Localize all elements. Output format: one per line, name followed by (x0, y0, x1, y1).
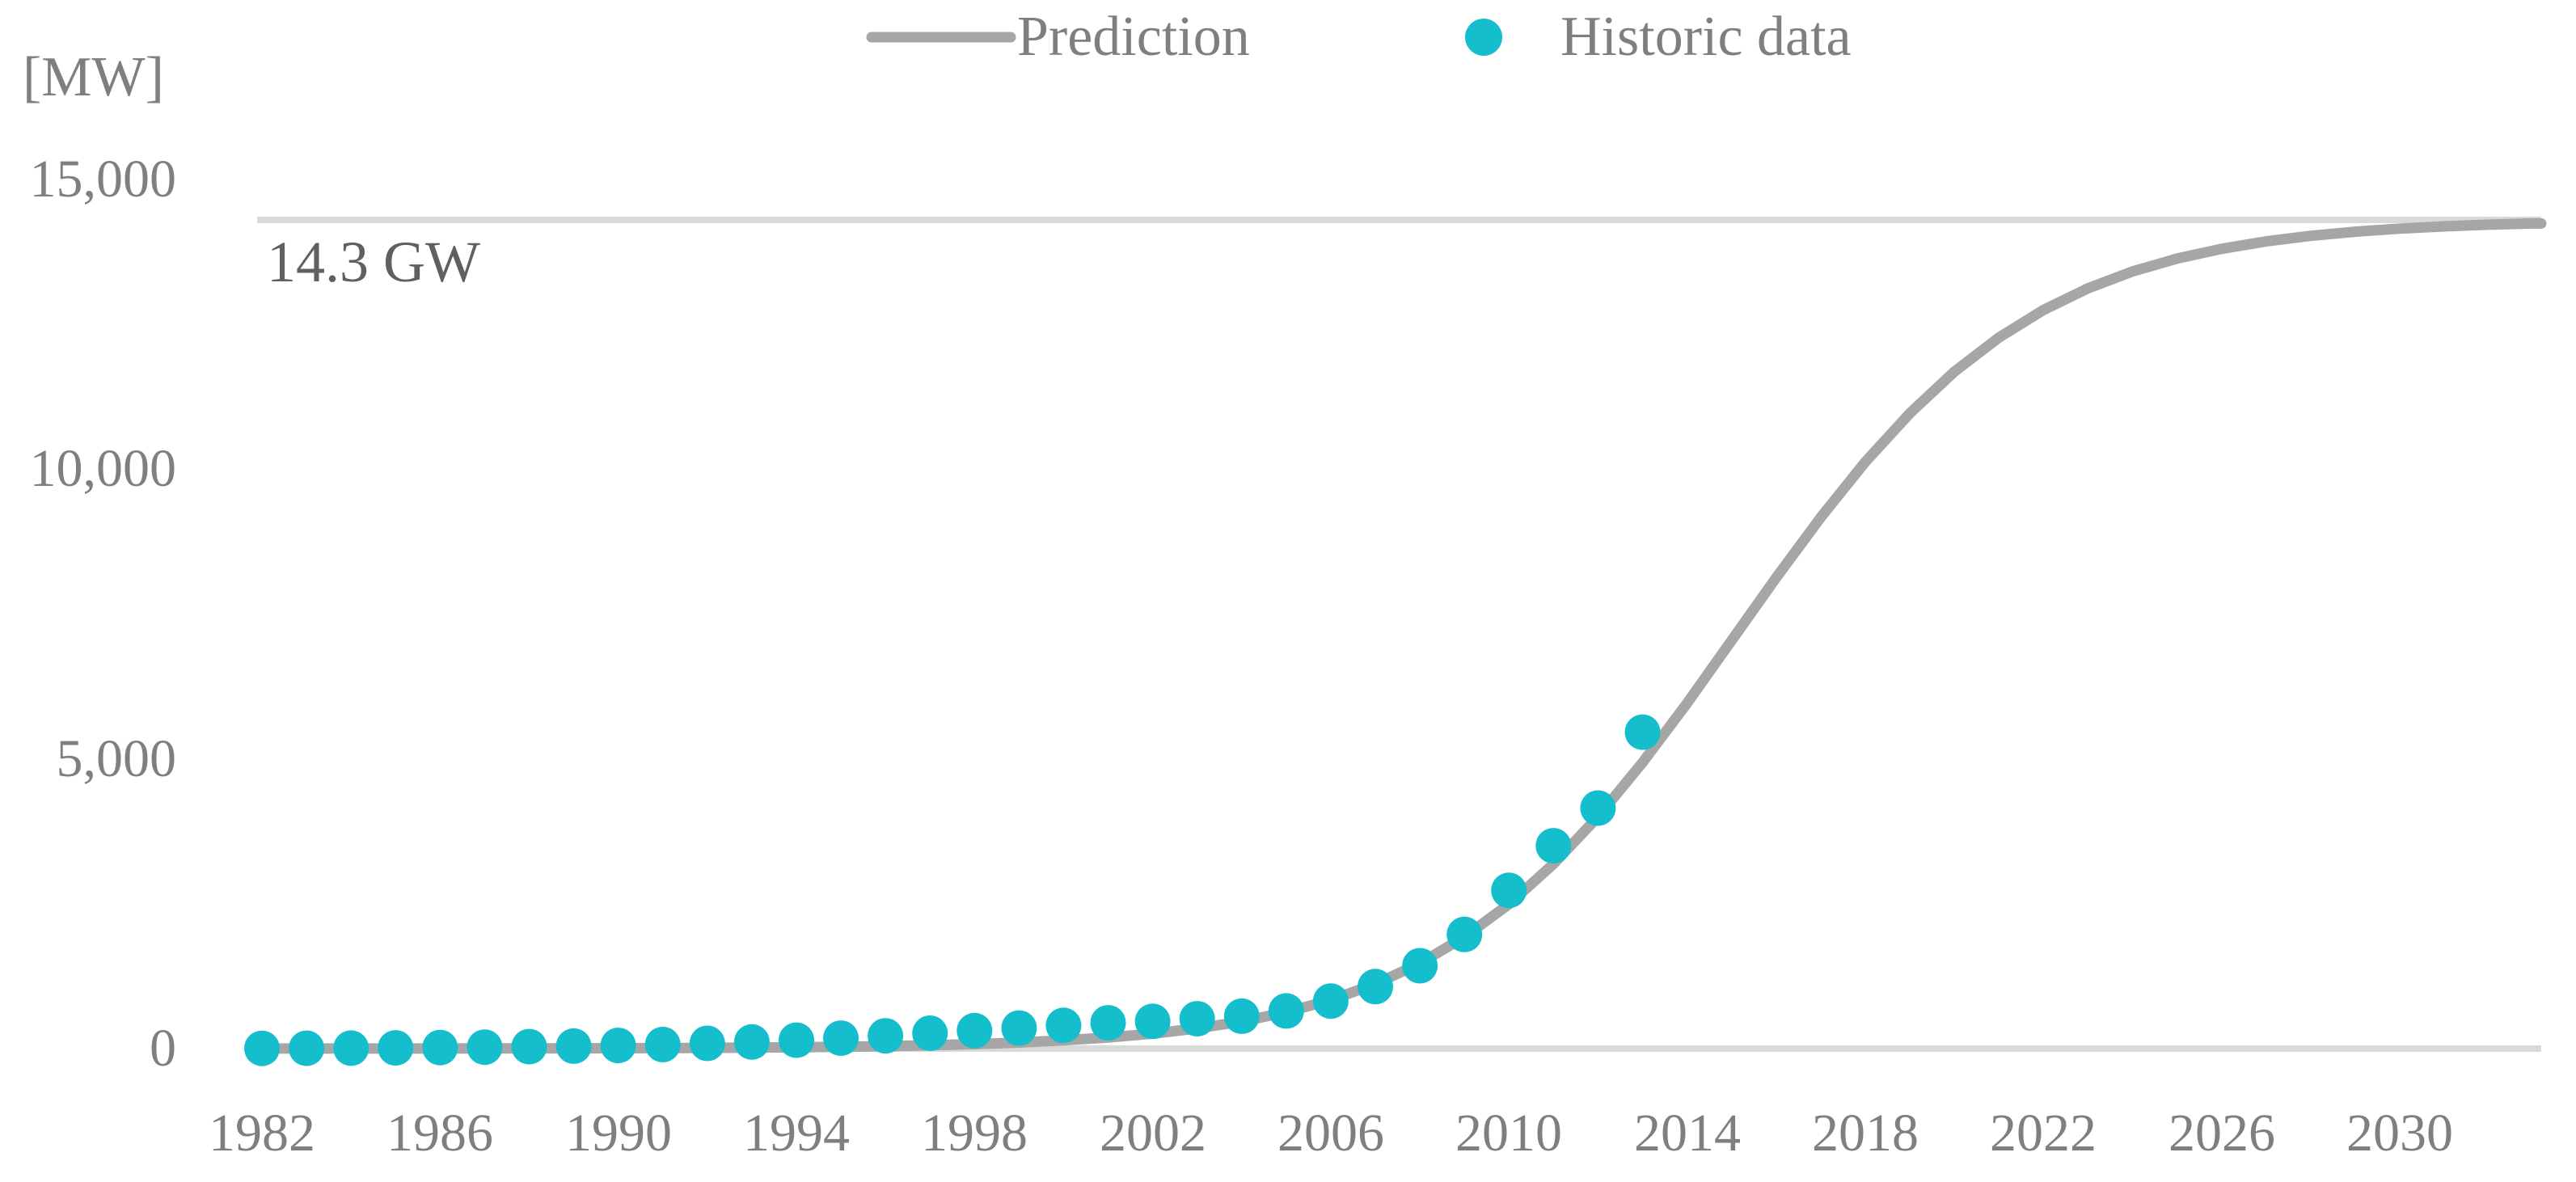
historic-data-point-1996 (868, 1018, 904, 1054)
y-tick-label-0: 0 (150, 1019, 176, 1078)
legend-label-prediction: Prediction (1017, 6, 1250, 68)
x-tick-label-1990: 1990 (565, 1104, 672, 1163)
historic-data-point-2013 (1624, 714, 1661, 750)
historic-data-point-1988 (511, 1028, 547, 1065)
historic-data-point-2005 (1268, 993, 1304, 1029)
x-tick-label-2018: 2018 (1812, 1104, 1919, 1163)
x-tick-label-1998: 1998 (921, 1104, 1028, 1163)
historic-data-point-1982 (244, 1030, 280, 1066)
historic-data-point-1985 (378, 1030, 414, 1066)
x-tick-label-2022: 2022 (1990, 1104, 2097, 1163)
historic-data-point-2009 (1446, 916, 1483, 952)
historic-data-point-1995 (823, 1020, 859, 1057)
x-tick-label-1994: 1994 (743, 1104, 850, 1163)
x-tick-label-2014: 2014 (1634, 1104, 1741, 1163)
historic-data-series (244, 714, 1661, 1066)
historic-data-point-2011 (1535, 828, 1572, 864)
x-tick-label-2010: 2010 (1455, 1104, 1562, 1163)
historic-data-point-1990 (600, 1028, 636, 1064)
historic-data-point-1994 (779, 1022, 814, 1058)
x-tick-label-2026: 2026 (2168, 1104, 2275, 1163)
historic-data-point-2010 (1491, 872, 1527, 909)
y-tick-label-15000: 15,000 (29, 150, 177, 209)
prediction-line-series (251, 217, 2547, 1054)
saturation-annotation: 14.3 GW (267, 230, 480, 294)
x-tick-label-2006: 2006 (1277, 1104, 1384, 1163)
y-tick-label-10000: 10,000 (29, 439, 177, 498)
historic-data-point-2001 (1090, 1005, 1126, 1041)
legend-historic-dot-marker (1465, 19, 1502, 56)
historic-data-point-1989 (555, 1028, 592, 1064)
historic-data-point-2004 (1223, 998, 1260, 1034)
historic-data-point-1993 (733, 1024, 770, 1060)
x-tick-label-1982: 1982 (209, 1104, 315, 1163)
historic-data-point-1984 (333, 1030, 370, 1066)
historic-data-point-1991 (644, 1027, 681, 1062)
historic-data-point-1987 (467, 1029, 503, 1066)
historic-data-point-2002 (1134, 1003, 1171, 1040)
historic-data-point-1998 (956, 1012, 993, 1049)
gridlines (257, 217, 2541, 1052)
legend-label-historic: Historic data (1560, 6, 1852, 68)
historic-data-point-1997 (912, 1015, 948, 1051)
historic-data-point-2000 (1045, 1007, 1082, 1044)
historic-data-point-2008 (1402, 948, 1438, 984)
historic-data-point-2007 (1358, 969, 1393, 1005)
x-tick-label-2030: 2030 (2346, 1104, 2453, 1163)
x-tick-label-2002: 2002 (1100, 1104, 1206, 1163)
historic-data-point-1999 (1001, 1010, 1037, 1046)
historic-data-point-2003 (1179, 1001, 1215, 1037)
historic-data-point-2006 (1312, 983, 1349, 1019)
historic-data-point-1983 (289, 1030, 325, 1066)
x-tick-label-1986: 1986 (386, 1104, 493, 1163)
historic-data-point-2012 (1580, 790, 1616, 826)
y-tick-label-5000: 5,000 (56, 729, 177, 788)
y-axis-unit-label: [MW] (23, 46, 164, 108)
historic-data-point-1986 (422, 1029, 458, 1066)
historic-data-point-1992 (689, 1025, 725, 1062)
